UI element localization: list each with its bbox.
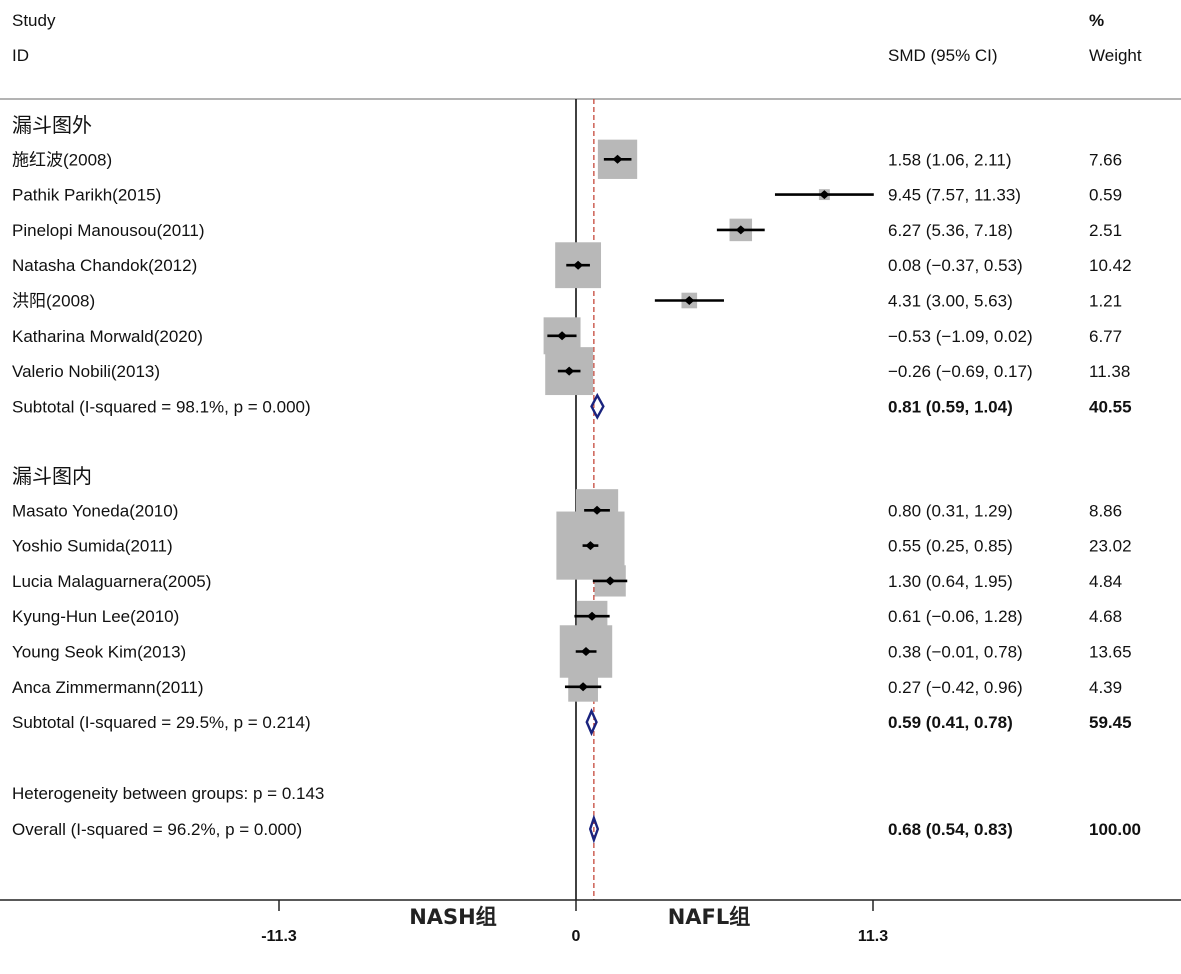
- axis-left-label: NASH组: [409, 905, 497, 929]
- heterogeneity-between: Heterogeneity between groups: p = 0.143: [12, 784, 324, 803]
- study-weight: 11.38: [1089, 362, 1130, 381]
- study-ci: 0.61 (−0.06, 1.28): [888, 607, 1023, 626]
- study-weight: 2.51: [1089, 221, 1122, 240]
- study-label: Pinelopi Manousou(2011): [12, 221, 204, 240]
- study-weight: 7.66: [1089, 150, 1122, 169]
- study-ci: −0.26 (−0.69, 0.17): [888, 362, 1033, 381]
- study-label: Katharina Morwald(2020): [12, 327, 203, 346]
- point-estimate: [557, 331, 568, 341]
- x-tick-label: 11.3: [858, 928, 888, 945]
- study-ci: −0.53 (−1.09, 0.02): [888, 327, 1033, 346]
- point-estimate: [585, 541, 596, 551]
- study-label: Kyung-Hun Lee(2010): [12, 607, 179, 626]
- point-estimate: [580, 647, 591, 656]
- group-heading: 漏斗图外: [12, 113, 92, 137]
- point-estimate: [605, 576, 616, 586]
- subtotal-ci: 0.81 (0.59, 1.04): [888, 397, 1013, 416]
- point-estimate: [578, 682, 589, 692]
- study-weight: 23.02: [1089, 537, 1132, 556]
- subtotal-ci: 0.59 (0.41, 0.78): [888, 713, 1013, 732]
- study-weight: 6.77: [1089, 327, 1122, 346]
- subtotal-diamond: [585, 708, 598, 737]
- study-label: Natasha Chandok(2012): [12, 256, 197, 275]
- header-weight: Weight: [1089, 46, 1142, 65]
- overall-ci: 0.68 (0.54, 0.83): [888, 820, 1013, 839]
- header-id: ID: [12, 46, 29, 65]
- study-weight: 4.68: [1089, 607, 1122, 626]
- overall-label: Overall (I-squared = 96.2%, p = 0.000): [12, 820, 302, 839]
- subtotal-label: Subtotal (I-squared = 98.1%, p = 0.000): [12, 397, 311, 416]
- study-ci: 1.30 (0.64, 1.95): [888, 572, 1013, 591]
- point-estimate: [573, 260, 584, 270]
- study-ci: 4.31 (3.00, 5.63): [888, 292, 1013, 311]
- study-weight: 10.42: [1089, 256, 1132, 275]
- study-weight: 1.21: [1089, 292, 1122, 311]
- study-ci: 0.38 (−0.01, 0.78): [888, 643, 1023, 662]
- study-ci: 0.80 (0.31, 1.29): [888, 501, 1013, 520]
- point-estimate: [587, 611, 598, 621]
- study-weight: 4.84: [1089, 572, 1122, 591]
- study-label: Anca Zimmermann(2011): [12, 678, 203, 697]
- header-study: Study: [12, 11, 56, 30]
- study-label: Masato Yoneda(2010): [12, 501, 178, 520]
- point-estimate: [564, 366, 575, 376]
- subtotal-weight: 40.55: [1089, 397, 1132, 416]
- study-label: Young Seok Kim(2013): [12, 643, 186, 662]
- overall-diamond: [588, 814, 600, 844]
- study-label: Pathik Parikh(2015): [12, 186, 161, 205]
- point-estimate: [819, 190, 830, 200]
- study-ci: 0.27 (−0.42, 0.96): [888, 678, 1023, 697]
- subtotal-label: Subtotal (I-squared = 29.5%, p = 0.214): [12, 713, 311, 732]
- study-weight: 8.86: [1089, 501, 1122, 520]
- study-label: 洪阳(2008): [12, 292, 95, 311]
- study-weight: 0.59: [1089, 186, 1122, 205]
- study-label: Yoshio Sumida(2011): [12, 537, 173, 556]
- group-heading: 漏斗图内: [12, 464, 92, 488]
- plot-marks: [543, 139, 874, 844]
- overall-weight: 100.00: [1089, 820, 1141, 839]
- point-estimate: [684, 296, 695, 305]
- point-estimate: [592, 505, 603, 515]
- x-tick-label: -11.3: [261, 928, 297, 945]
- study-ci: 9.45 (7.57, 11.33): [888, 186, 1021, 205]
- x-tick-label: 0: [572, 928, 581, 945]
- subtotal-weight: 59.45: [1089, 713, 1132, 732]
- point-estimate: [612, 154, 623, 164]
- study-ci: 0.08 (−0.37, 0.53): [888, 256, 1023, 275]
- x-axis-ticks: -11.3 0 11.3: [261, 900, 888, 945]
- study-weight: 4.39: [1089, 678, 1122, 697]
- study-ci: 0.55 (0.25, 0.85): [888, 537, 1013, 556]
- study-ci: 6.27 (5.36, 7.18): [888, 221, 1013, 240]
- axis-right-label: NAFL组: [668, 905, 751, 929]
- point-estimate: [735, 225, 746, 235]
- study-label: Valerio Nobili(2013): [12, 362, 160, 381]
- subtotal-diamond: [590, 392, 605, 420]
- study-weight: 13.65: [1089, 643, 1132, 662]
- header-pct: %: [1089, 11, 1104, 30]
- study-ci: 1.58 (1.06, 2.11): [888, 150, 1012, 169]
- header-effect: SMD (95% CI): [888, 46, 998, 65]
- study-label: 施红波(2008): [12, 150, 112, 169]
- study-label: Lucia Malaguarnera(2005): [12, 572, 211, 591]
